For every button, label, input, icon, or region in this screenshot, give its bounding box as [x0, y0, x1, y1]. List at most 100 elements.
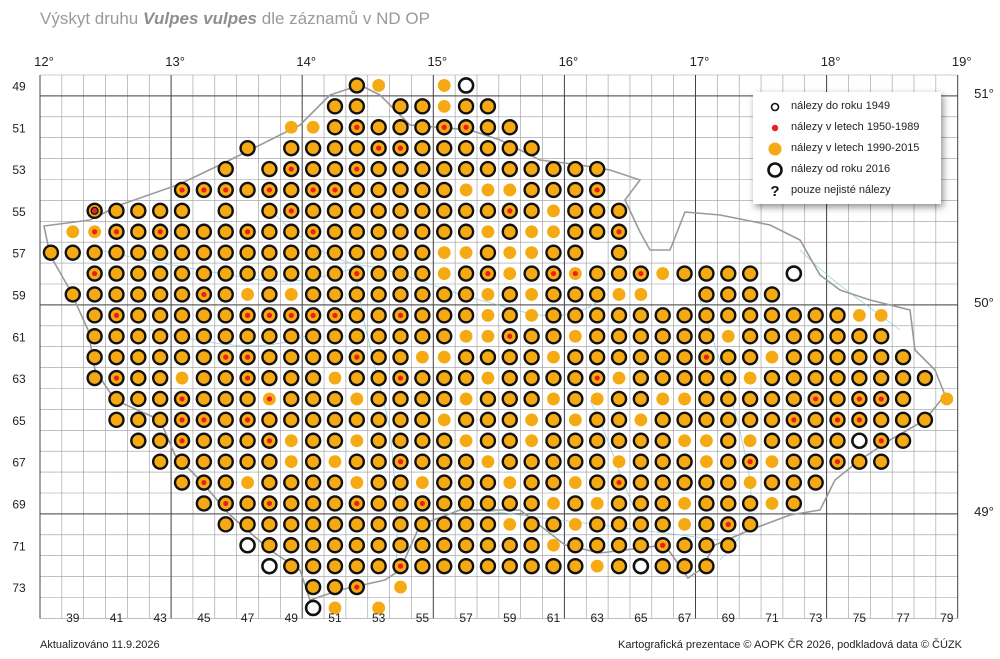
legend-item-uncertain: ? pouze nejisté nálezy — [753, 182, 941, 200]
record-since-2016 — [130, 202, 147, 220]
column-label: 69 — [722, 611, 736, 625]
record-1990-2015 — [284, 120, 298, 134]
record-since-2016 — [654, 516, 671, 533]
record-since-2016 — [588, 286, 606, 303]
record-since-2016 — [392, 432, 409, 449]
record-since-2016 — [326, 223, 344, 240]
record-1950-1989 — [463, 124, 469, 130]
longitude-label: 19° — [952, 54, 972, 69]
record-1990-2015 — [743, 434, 757, 448]
record-since-2016 — [414, 516, 431, 533]
record-since-2016 — [567, 537, 584, 554]
record-since-2016 — [348, 557, 366, 575]
record-since-2016 — [479, 557, 497, 575]
record-since-2016 — [261, 265, 278, 282]
record-since-2016 — [523, 557, 540, 575]
record-since-2016 — [632, 557, 650, 575]
record-since-2016 — [916, 369, 934, 387]
record-since-2016 — [130, 390, 147, 408]
map-title: Výskyt druhu Vulpes vulpes dle záznamů v… — [40, 9, 430, 28]
record-1990-2015 — [765, 455, 779, 469]
record-since-2016 — [370, 160, 387, 178]
record-since-2016 — [654, 557, 671, 575]
record-1950-1989 — [223, 500, 229, 507]
record-since-2016 — [676, 369, 693, 387]
record-since-2016 — [807, 432, 824, 449]
record-since-2016 — [545, 411, 562, 429]
record-since-2016 — [108, 328, 125, 345]
record-since-2016 — [676, 474, 693, 491]
record-since-2016 — [588, 453, 606, 470]
record-since-2016 — [283, 139, 300, 157]
record-1990-2015 — [525, 225, 539, 239]
record-since-2016 — [151, 307, 169, 324]
record-since-2016 — [698, 286, 715, 303]
record-1990-2015 — [350, 476, 364, 489]
record-1990-2015 — [481, 183, 495, 197]
record-since-2016 — [698, 537, 715, 554]
record-since-2016 — [370, 453, 387, 470]
record-since-2016 — [545, 369, 562, 387]
record-since-2016 — [436, 369, 453, 387]
record-since-2016 — [261, 411, 278, 429]
record-since-2016 — [588, 516, 606, 533]
record-since-2016 — [457, 139, 475, 157]
record-1950-1989 — [266, 396, 273, 402]
record-since-2016 — [304, 411, 322, 429]
record-since-2016 — [217, 328, 234, 345]
record-since-2016 — [370, 432, 387, 449]
record-1950-1989 — [507, 333, 513, 339]
record-since-2016 — [916, 411, 934, 429]
record-since-2016 — [676, 453, 693, 470]
record-since-2016 — [523, 160, 540, 178]
record-since-2016 — [283, 265, 300, 282]
record-since-2016 — [610, 307, 628, 324]
record-since-2016 — [610, 432, 628, 449]
record-since-2016 — [479, 411, 497, 429]
record-since-2016 — [370, 474, 387, 491]
record-since-2016 — [436, 139, 453, 157]
record-since-2016 — [392, 537, 409, 554]
record-since-2016 — [523, 369, 540, 387]
legend: nálezy do roku 1949 nálezy v letech 1950… — [753, 92, 941, 204]
record-1950-1989 — [660, 542, 666, 548]
record-since-2016 — [86, 307, 103, 324]
record-since-2016 — [195, 348, 213, 366]
record-since-2016 — [173, 265, 191, 282]
record-since-2016 — [698, 557, 715, 575]
record-since-2016 — [588, 348, 606, 366]
record-since-2016 — [392, 348, 409, 366]
row-label: 51 — [12, 121, 26, 135]
record-1990-2015 — [743, 371, 757, 385]
record-1950-1989 — [594, 187, 600, 193]
record-1990-2015 — [437, 267, 451, 280]
record-since-2016 — [348, 77, 366, 94]
record-since-2016 — [261, 286, 278, 303]
record-since-2016 — [741, 495, 759, 512]
record-1990-2015 — [503, 476, 517, 489]
record-since-2016 — [108, 411, 125, 429]
record-since-2016 — [720, 307, 737, 324]
record-1990-2015 — [634, 288, 648, 301]
longitude-label: 15° — [427, 54, 447, 69]
column-label: 41 — [110, 611, 124, 625]
record-since-2016 — [436, 307, 453, 324]
record-since-2016 — [326, 202, 344, 220]
record-1990-2015 — [590, 559, 604, 573]
record-since-2016 — [130, 307, 147, 324]
record-1990-2015 — [874, 308, 888, 322]
record-since-2016 — [545, 328, 562, 345]
record-1990-2015 — [415, 350, 429, 364]
record-1950-1989 — [616, 229, 622, 235]
record-since-2016 — [370, 307, 387, 324]
record-since-2016 — [370, 223, 387, 240]
record-1990-2015 — [306, 120, 320, 134]
record-since-2016 — [304, 348, 322, 366]
record-since-2016 — [304, 369, 322, 387]
record-1950-1989 — [703, 354, 710, 360]
latitude-label: 50° — [974, 295, 994, 310]
record-since-2016 — [86, 244, 103, 261]
record-since-2016 — [523, 390, 540, 408]
record-since-2016 — [261, 244, 278, 261]
record-since-2016 — [720, 453, 737, 470]
